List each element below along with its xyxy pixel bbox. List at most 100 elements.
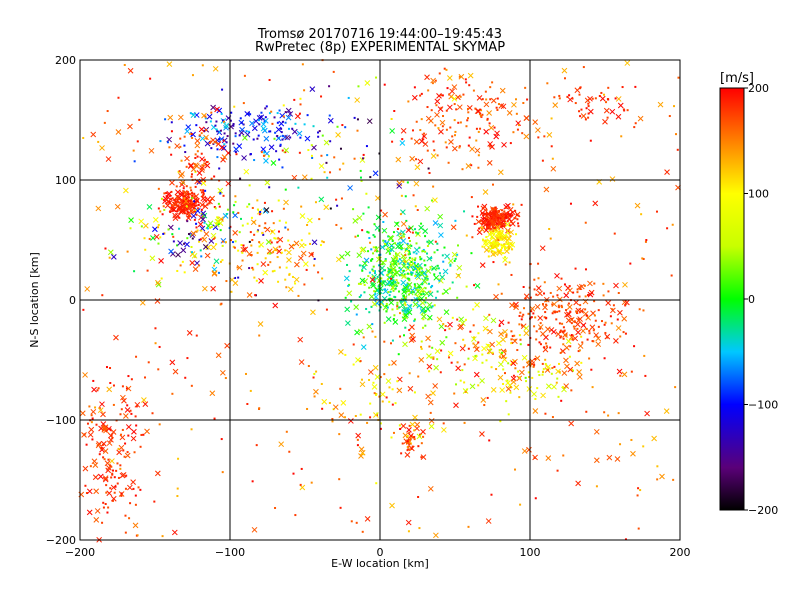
- data-point-cross: [610, 307, 616, 314]
- data-point-dot: [455, 383, 458, 386]
- data-point-cross: [431, 265, 437, 272]
- data-point-dot: [397, 353, 400, 356]
- data-point-cross: [439, 339, 446, 346]
- x-axis-label: E-W location [km]: [331, 557, 429, 570]
- data-point-cross: [447, 258, 454, 264]
- data-point-dot: [284, 278, 287, 281]
- data-point-cross: [404, 451, 411, 458]
- data-point-dot: [533, 288, 536, 291]
- data-point-cross: [264, 226, 271, 233]
- data-point-dot: [433, 149, 436, 152]
- colorbar-tick-label: 200: [748, 82, 769, 95]
- data-point-cross: [204, 140, 211, 147]
- data-point-cross: [264, 179, 271, 186]
- data-point-cross: [488, 124, 495, 131]
- data-point-dot: [404, 326, 407, 329]
- data-point-dot: [251, 266, 254, 269]
- data-point-dot: [234, 151, 237, 154]
- data-point-cross: [587, 291, 594, 298]
- data-point-cross: [348, 418, 354, 424]
- data-point-dot: [195, 230, 198, 233]
- data-point-cross: [90, 408, 97, 415]
- data-point-cross: [323, 204, 330, 211]
- data-point-dot: [542, 368, 545, 371]
- data-point-dot: [578, 349, 581, 352]
- data-point-dot: [121, 428, 124, 431]
- data-point-dot: [236, 266, 239, 269]
- data-point-dot: [472, 342, 475, 345]
- data-point-cross: [134, 401, 141, 408]
- data-point-cross: [401, 289, 407, 295]
- data-point-dot: [414, 205, 417, 208]
- data-point-cross: [338, 348, 344, 355]
- data-point-dot: [488, 439, 491, 442]
- data-point-cross: [556, 285, 563, 292]
- data-point-dot: [553, 365, 556, 368]
- data-point-dot: [212, 237, 215, 240]
- data-point-dot: [91, 417, 94, 420]
- data-point-dot: [171, 392, 174, 395]
- data-point-dot: [171, 197, 174, 200]
- data-point-cross: [415, 288, 421, 295]
- data-point-dot: [424, 287, 427, 290]
- data-point-dot: [529, 296, 532, 299]
- data-point-dot: [550, 117, 553, 120]
- data-point-dot: [497, 243, 500, 246]
- data-point-dot: [168, 146, 171, 149]
- data-point-dot: [534, 397, 537, 400]
- data-point-dot: [603, 93, 606, 96]
- data-point-cross: [443, 309, 450, 315]
- data-point-dot: [276, 134, 279, 137]
- data-point-dot: [143, 237, 146, 240]
- data-point-dot: [214, 207, 217, 210]
- data-point-dot: [120, 408, 123, 411]
- data-point-dot: [497, 233, 500, 236]
- data-point-cross: [449, 88, 455, 95]
- data-point-dot: [402, 294, 405, 297]
- data-point-dot: [124, 442, 127, 445]
- data-point-cross: [318, 163, 325, 169]
- data-point-dot: [294, 122, 297, 125]
- data-point-dot: [271, 210, 274, 213]
- data-point-dot: [480, 226, 483, 229]
- data-point-cross: [125, 424, 132, 430]
- data-point-dot: [375, 250, 378, 253]
- data-point-dot: [458, 145, 461, 148]
- data-point-dot: [406, 272, 409, 275]
- data-point-cross: [215, 352, 222, 359]
- data-point-dot: [422, 435, 425, 438]
- data-point-cross: [498, 361, 504, 368]
- data-point-cross: [456, 264, 463, 271]
- data-point-dot: [188, 205, 191, 208]
- data-point-cross: [95, 205, 102, 212]
- data-point-dot: [187, 215, 190, 218]
- data-point-dot: [257, 119, 260, 122]
- data-point-cross: [502, 328, 508, 335]
- data-point-cross: [574, 360, 580, 367]
- data-point-cross: [593, 332, 600, 338]
- data-point-dot: [186, 237, 189, 240]
- data-point-dot: [454, 257, 457, 260]
- data-point-dot: [563, 283, 566, 286]
- data-point-cross: [426, 301, 433, 308]
- data-point-dot: [577, 318, 580, 321]
- data-point-cross: [268, 144, 275, 151]
- data-point-cross: [409, 324, 415, 331]
- data-point-cross: [90, 131, 97, 138]
- data-point-dot: [411, 231, 414, 234]
- data-point-dot: [285, 430, 288, 433]
- data-point-dot: [397, 242, 400, 245]
- data-point-dot: [676, 148, 679, 151]
- data-point-dot: [313, 264, 316, 267]
- data-point-dot: [459, 379, 462, 382]
- data-point-dot: [527, 312, 530, 315]
- data-point-dot: [485, 236, 488, 239]
- data-point-dot: [258, 407, 261, 410]
- data-point-cross: [432, 197, 438, 203]
- data-point-dot: [414, 284, 417, 287]
- data-point-dot: [429, 290, 432, 293]
- data-point-cross: [262, 117, 269, 124]
- data-point-dot: [500, 238, 503, 241]
- data-point-dot: [263, 226, 266, 229]
- data-point-dot: [520, 203, 523, 206]
